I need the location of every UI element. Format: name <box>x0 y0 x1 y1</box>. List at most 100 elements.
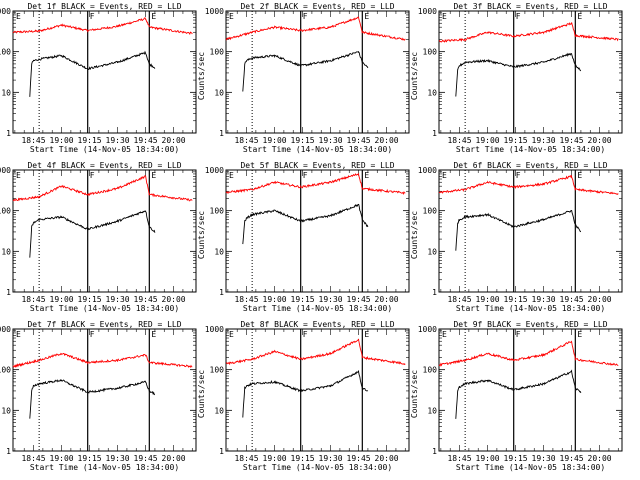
x-tick-label: 20:00 <box>375 295 399 304</box>
lld-series-line <box>438 22 619 43</box>
events-series-line <box>242 203 369 245</box>
x-axis-label: Start Time (14-Nov-05 18:34:00) <box>456 304 605 313</box>
segment-annotation: E <box>151 12 156 21</box>
x-tick-label: 19:15 <box>291 136 315 145</box>
x-tick-label: 19:45 <box>134 295 158 304</box>
events-series-line <box>455 210 582 251</box>
events-series-line <box>29 50 156 97</box>
y-tick-label: 1000 <box>0 325 11 334</box>
x-axis-label: Start Time (14-Nov-05 18:34:00) <box>456 145 605 154</box>
plot-frame <box>225 169 410 293</box>
plot-panel: Det 6f BLACK = Events, RED = LLD 1 10 100 10… <box>410 161 623 313</box>
lld-series-line <box>438 340 619 367</box>
x-tick-label: 19:45 <box>347 136 371 145</box>
x-tick-label: 19:30 <box>106 454 130 463</box>
x-tick-label: 19:15 <box>78 295 102 304</box>
segment-annotation: E <box>577 171 582 180</box>
x-tick-label: 20:00 <box>588 295 612 304</box>
y-tick-label: 1 <box>432 447 437 456</box>
lld-series-line <box>225 16 406 41</box>
x-axis-label: Start Time (14-Nov-05 18:34:00) <box>243 145 392 154</box>
y-tick-label: 10 <box>427 88 437 97</box>
x-tick-label: 19:30 <box>319 136 343 145</box>
x-tick-label: 20:00 <box>375 454 399 463</box>
plot-panel: Det 2f BLACK = Events, RED = LLD 1 10 100 10… <box>197 2 410 154</box>
plot-panel: Det 3f BLACK = Events, RED = LLD 1 10 100 10… <box>410 2 623 154</box>
y-axis-label: Counts/sec <box>410 52 419 100</box>
lld-series-line <box>438 174 619 196</box>
plot-title: Det 9f BLACK = Events, RED = LLD <box>453 320 607 329</box>
x-tick-label: 18:45 <box>21 136 45 145</box>
plot-title: Det 4f BLACK = Events, RED = LLD <box>27 161 181 170</box>
plot-frame <box>438 169 623 293</box>
y-tick-label: 1 <box>432 129 437 138</box>
y-tick-label: 100 <box>0 48 11 57</box>
x-tick-label: 18:45 <box>234 454 258 463</box>
x-tick-label: 19:30 <box>319 454 343 463</box>
segment-annotation: E <box>229 330 234 339</box>
y-tick-label: 1000 <box>205 325 224 334</box>
y-tick-label: 1 <box>219 129 224 138</box>
segment-annotation: F <box>90 171 95 180</box>
x-tick-label: 19:15 <box>78 454 102 463</box>
y-tick-label: 100 <box>0 366 11 375</box>
plot-frame <box>438 10 623 134</box>
y-tick-label: 10 <box>1 247 11 256</box>
y-tick-label: 10 <box>1 88 11 97</box>
segment-annotation: F <box>516 171 521 180</box>
segment-annotation: E <box>442 171 447 180</box>
x-tick-label: 18:45 <box>234 295 258 304</box>
y-tick-label: 10 <box>427 247 437 256</box>
x-tick-label: 19:15 <box>504 136 528 145</box>
segment-annotation: F <box>90 12 95 21</box>
events-series-line <box>455 52 582 97</box>
segment-annotation: F <box>516 330 521 339</box>
segment-annotation: E <box>151 171 156 180</box>
segment-annotation: E <box>364 171 369 180</box>
x-axis-label: Start Time (14-Nov-05 18:34:00) <box>456 463 605 472</box>
plot-title: Det 3f BLACK = Events, RED = LLD <box>453 2 607 11</box>
plot-title: Det 7f BLACK = Events, RED = LLD <box>27 320 181 329</box>
x-tick-label: 19:15 <box>291 454 315 463</box>
y-tick-label: 1000 <box>205 166 224 175</box>
y-tick-label: 1 <box>6 129 11 138</box>
events-series-line <box>29 378 155 419</box>
y-tick-label: 100 <box>210 207 225 216</box>
segment-annotation: F <box>90 330 95 339</box>
plot-frame <box>225 10 410 134</box>
x-tick-label: 19:45 <box>560 295 584 304</box>
plot-frame <box>225 328 410 452</box>
y-tick-label: 100 <box>210 48 225 57</box>
x-tick-label: 19:45 <box>134 454 158 463</box>
events-series-line <box>242 370 369 418</box>
x-tick-label: 19:30 <box>532 454 556 463</box>
y-tick-label: 10 <box>427 406 437 415</box>
y-axis-label: Counts/sec <box>197 370 206 418</box>
x-axis-label: Start Time (14-Nov-05 18:34:00) <box>243 463 392 472</box>
x-tick-label: 20:00 <box>375 136 399 145</box>
y-tick-label: 10 <box>1 406 11 415</box>
x-tick-label: 18:45 <box>447 454 471 463</box>
x-tick-label: 19:30 <box>319 295 343 304</box>
y-tick-label: 10 <box>214 88 224 97</box>
y-tick-label: 1 <box>6 447 11 456</box>
y-tick-label: 100 <box>423 366 438 375</box>
x-axis-label: Start Time (14-Nov-05 18:34:00) <box>30 463 179 472</box>
segment-annotation: E <box>442 12 447 21</box>
y-tick-label: 1000 <box>418 325 437 334</box>
x-tick-label: 19:45 <box>134 136 158 145</box>
plot-frame <box>12 10 197 134</box>
x-tick-label: 19:00 <box>476 454 500 463</box>
x-tick-label: 19:00 <box>50 136 74 145</box>
x-axis-label: Start Time (14-Nov-05 18:34:00) <box>243 304 392 313</box>
plot-title: Det 1f BLACK = Events, RED = LLD <box>27 2 181 11</box>
x-axis-label: Start Time (14-Nov-05 18:34:00) <box>30 145 179 154</box>
segment-annotation: F <box>303 12 308 21</box>
y-tick-label: 100 <box>423 207 438 216</box>
plot-title: Det 2f BLACK = Events, RED = LLD <box>240 2 394 11</box>
x-tick-label: 19:00 <box>476 295 500 304</box>
x-tick-label: 18:45 <box>234 136 258 145</box>
x-tick-label: 19:15 <box>78 136 102 145</box>
plot-title: Det 6f BLACK = Events, RED = LLD <box>453 161 607 170</box>
